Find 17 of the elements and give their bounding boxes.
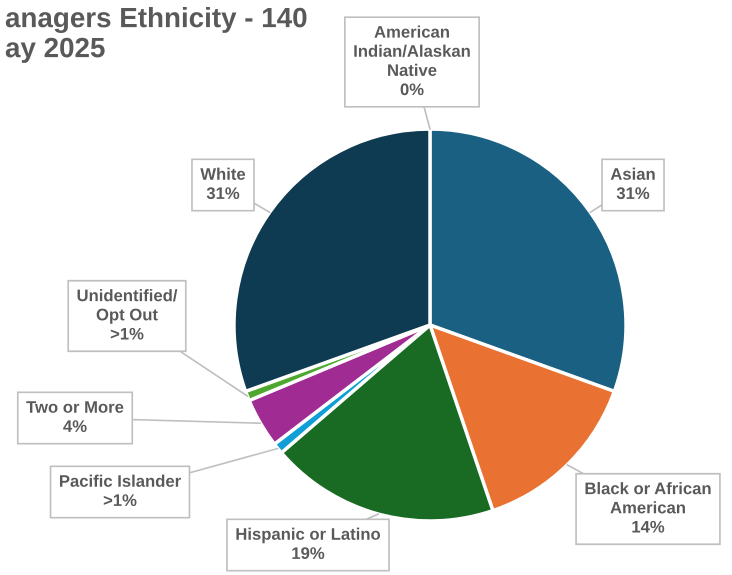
chart-title: anagers Ethnicity - 140 ay 2025 xyxy=(6,7,306,63)
text: 0% xyxy=(400,83,424,96)
data-label: 19% xyxy=(292,547,324,560)
slice-label: Two or More xyxy=(26,401,124,413)
data-label: 4% xyxy=(63,420,87,432)
data-label: 31% xyxy=(206,187,240,200)
data-label: >1% xyxy=(110,328,144,340)
category-label: American Indian/Alaskan Native xyxy=(354,25,470,76)
data-label: >1% xyxy=(104,494,136,506)
slice-label: Hispanic or Latino xyxy=(236,528,380,544)
slice-label: Pacific Islander xyxy=(60,474,181,487)
slice-label: Black or African American xyxy=(586,482,711,514)
data-label: 31% xyxy=(616,187,650,200)
slice-label: White xyxy=(200,168,246,180)
slice-label: Asian xyxy=(610,168,655,180)
slice-label: Unidentified/ Opt Out xyxy=(78,289,178,324)
data-label: 14% xyxy=(632,520,664,533)
